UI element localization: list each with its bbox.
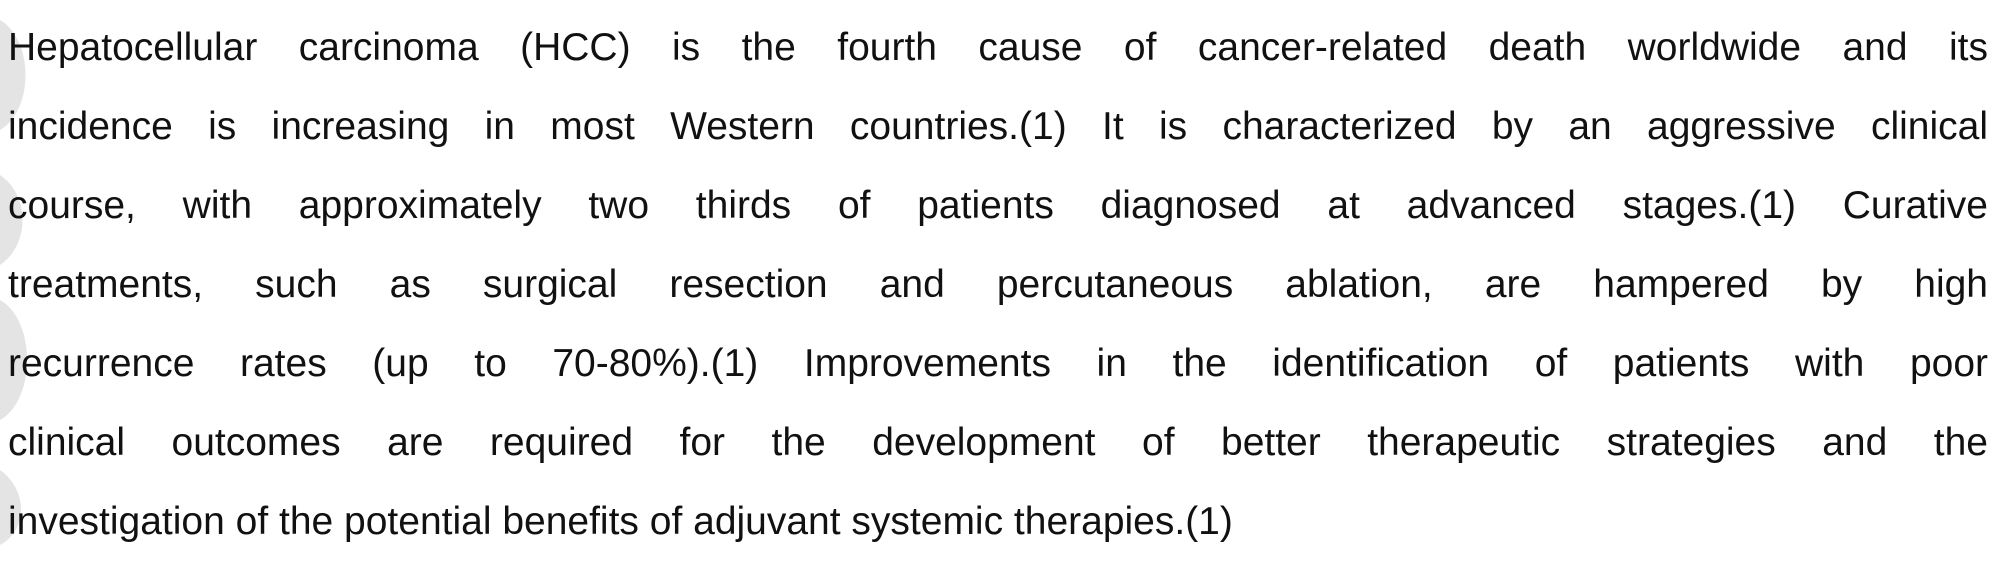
paragraph-line-3: course, with approximately two thirds of… <box>8 184 1988 227</box>
paragraph-line-4: treatments, such as surgical resection a… <box>8 263 1988 306</box>
body-paragraph: Hepatocellular carcinoma (HCC) is the fo… <box>8 8 1988 561</box>
paragraph-line-2: incidence is increasing in most Western … <box>8 105 1988 148</box>
paragraph-line-1: Hepatocellular carcinoma (HCC) is the fo… <box>8 26 1988 69</box>
paragraph-line-6: clinical outcomes are required for the d… <box>8 421 1988 464</box>
paragraph-line-5: recurrence rates (up to 70-80%).(1) Impr… <box>8 342 1988 385</box>
document-page: Hepatocellular carcinoma (HCC) is the fo… <box>8 8 1988 561</box>
paragraph-line-7: investigation of the potential benefits … <box>8 500 1233 543</box>
